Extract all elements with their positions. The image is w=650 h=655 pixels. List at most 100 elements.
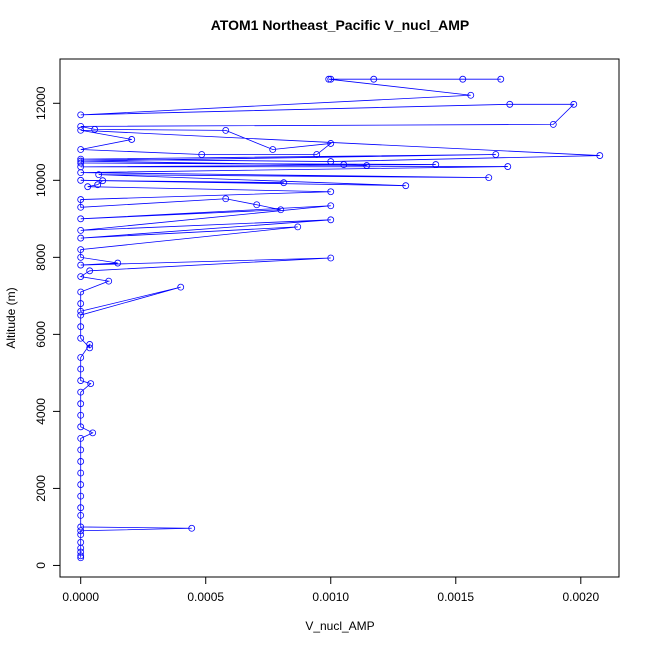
y-tick-label: 0 (34, 562, 48, 569)
y-tick-label: 2000 (34, 475, 48, 502)
data-point (87, 380, 95, 387)
data-point (222, 195, 230, 203)
data-point (77, 388, 85, 396)
data-point (95, 171, 103, 179)
data-point (277, 206, 285, 214)
y-tick-label: 4000 (34, 398, 48, 425)
data-point (77, 538, 85, 546)
data-point (280, 179, 288, 187)
y-tick-label: 6000 (34, 321, 48, 348)
data-point (77, 126, 85, 134)
data-point (363, 162, 371, 169)
data-point (77, 159, 85, 167)
data-point (327, 216, 335, 224)
data-point (114, 259, 122, 267)
data-point (77, 323, 85, 331)
data-point (327, 202, 335, 210)
y-tick-label: 8000 (34, 244, 48, 271)
data-point (77, 377, 85, 384)
data-point (77, 253, 85, 261)
data-point (77, 365, 85, 373)
data-point (269, 146, 277, 153)
data-point (77, 527, 85, 535)
data-point (77, 400, 85, 408)
data-line (79, 78, 600, 558)
data-point (77, 446, 85, 454)
data-point (188, 524, 196, 532)
data-point (77, 273, 85, 280)
plot-frame (59, 58, 620, 578)
data-point (77, 334, 85, 342)
data-point (77, 511, 85, 519)
data-point (497, 75, 505, 83)
data-point (77, 469, 85, 477)
data-point (327, 254, 335, 262)
x-tick-label: 0.0020 (562, 590, 599, 604)
data-point (506, 100, 514, 108)
data-point (77, 458, 85, 465)
data-point (89, 429, 97, 437)
data-point (77, 246, 85, 254)
data-point (86, 267, 94, 275)
data-point (77, 411, 85, 419)
data-point (86, 344, 94, 352)
data-point (94, 181, 102, 189)
data-point (485, 174, 493, 182)
data-point (77, 157, 85, 165)
data-point (77, 122, 85, 130)
y-tick-label: 12000 (34, 86, 48, 120)
chart-title: ATOM1 Northeast_Pacific V_nucl_AMP (211, 17, 470, 33)
data-point (327, 188, 335, 196)
data-point (77, 288, 85, 296)
data-point (432, 161, 440, 168)
data-point (77, 423, 85, 431)
data-point (77, 311, 85, 319)
data-point (222, 127, 230, 134)
data-point (77, 176, 85, 184)
y-tick-label: 10000 (34, 163, 48, 197)
y-axis-label: Altitude (m) (4, 287, 18, 348)
data-point (77, 300, 85, 307)
data-point (327, 75, 335, 83)
data-point (77, 111, 85, 119)
data-point (77, 504, 85, 512)
data-point (313, 151, 321, 158)
data-point (128, 136, 136, 143)
data-point (340, 161, 348, 168)
data-point (77, 196, 85, 203)
data-point (77, 261, 85, 269)
data-point (549, 120, 557, 128)
data-point (77, 234, 85, 242)
data-point (294, 223, 302, 231)
data-point (77, 492, 85, 500)
data-point (198, 151, 206, 158)
data-point (77, 434, 85, 442)
data-point (91, 126, 99, 133)
data-point (77, 523, 85, 531)
x-tick-label: 0.0010 (312, 590, 349, 604)
data-point (596, 152, 604, 159)
x-tick-label: 0.0015 (437, 590, 474, 604)
data-point (253, 201, 261, 209)
data-point (77, 307, 85, 315)
data-point (177, 283, 185, 291)
data-point (77, 531, 85, 539)
data-point (84, 183, 92, 191)
data-point (504, 163, 512, 170)
data-point (105, 277, 113, 285)
x-tick-label: 0.0005 (187, 590, 224, 604)
data-point (459, 75, 467, 83)
data-point (77, 354, 85, 361)
data-point (492, 151, 500, 158)
data-point (77, 552, 85, 560)
data-point (327, 158, 335, 165)
data-point (77, 146, 85, 153)
data-point (402, 182, 410, 190)
data-point (77, 203, 85, 211)
data-point (467, 91, 475, 99)
data-point (570, 100, 578, 108)
x-axis-label: V_nucl_AMP (305, 619, 374, 633)
x-tick-label: 0.0000 (62, 590, 99, 604)
data-point (86, 341, 94, 348)
